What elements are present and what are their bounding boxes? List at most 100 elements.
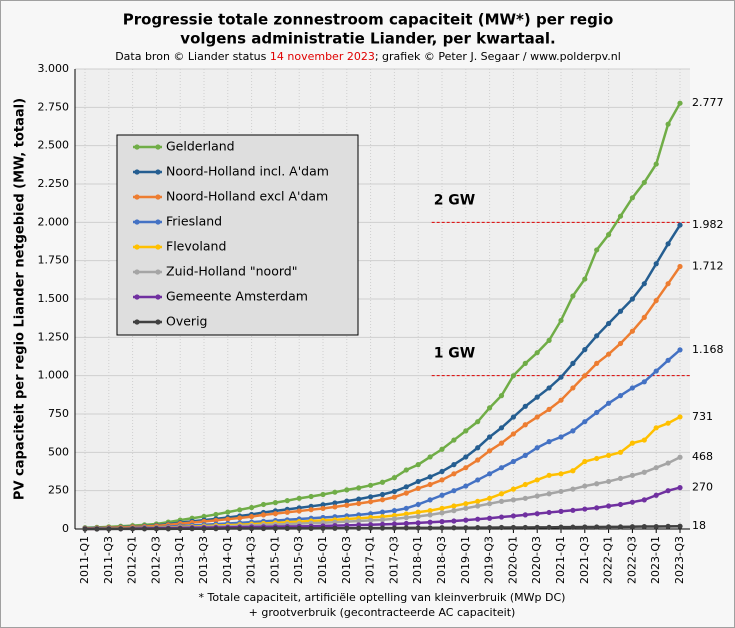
data-point <box>665 488 671 494</box>
footnote: * Totale capaciteit, artificiële optelli… <box>199 591 566 604</box>
data-point <box>653 261 659 267</box>
legend-box <box>116 134 359 336</box>
y-tick-label: 0 <box>62 522 69 535</box>
data-point <box>415 513 421 520</box>
data-point <box>641 179 647 186</box>
data-point <box>272 500 278 506</box>
data-point <box>451 518 457 524</box>
subtitle-date: 14 november 2023 <box>270 50 375 63</box>
data-point <box>641 523 647 530</box>
data-point <box>641 469 647 475</box>
data-point <box>427 512 433 518</box>
data-point <box>617 393 624 399</box>
data-point <box>475 445 481 451</box>
data-point <box>546 385 552 391</box>
data-point <box>451 437 457 443</box>
data-point <box>249 525 255 532</box>
y-tick-label: 2.000 <box>38 215 70 228</box>
x-tick-label: 2013-Q1 <box>173 536 186 584</box>
data-point <box>415 509 421 515</box>
data-point <box>403 525 409 531</box>
y-tick-label: 1.250 <box>38 330 70 343</box>
data-point <box>451 525 457 531</box>
data-point <box>594 481 600 487</box>
data-point <box>463 465 469 471</box>
y-tick-label: 2.750 <box>38 100 70 113</box>
end-label: 1.168 <box>692 343 724 356</box>
data-point <box>379 521 386 528</box>
data-point <box>617 501 624 508</box>
data-point <box>487 471 493 477</box>
end-label: 1.712 <box>692 259 724 272</box>
x-tick-label: 2018-Q3 <box>435 536 448 584</box>
data-point <box>284 498 290 504</box>
y-tick-label: 1.750 <box>38 254 70 267</box>
data-point <box>617 524 624 530</box>
data-point <box>570 507 576 513</box>
data-point <box>379 509 386 515</box>
x-tick-label: 2016-Q1 <box>316 536 329 584</box>
data-point <box>594 455 600 462</box>
data-point <box>403 505 409 511</box>
data-point <box>463 483 469 489</box>
data-point <box>487 501 493 507</box>
y-tick-label: 750 <box>48 407 69 420</box>
x-tick-label: 2011-Q1 <box>78 536 91 584</box>
y-tick-label: 2.250 <box>38 177 70 190</box>
x-tick-label: 2022-Q3 <box>625 536 638 584</box>
data-point <box>653 297 659 304</box>
data-point <box>415 462 421 468</box>
data-point <box>153 526 159 532</box>
data-point <box>498 524 505 531</box>
data-point <box>534 445 540 451</box>
data-point <box>534 524 540 530</box>
data-point <box>475 498 481 504</box>
x-tick-label: 2019-Q3 <box>483 536 496 584</box>
data-point <box>498 514 505 520</box>
data-point <box>451 508 457 514</box>
data-point <box>391 494 397 500</box>
data-point <box>284 509 290 515</box>
data-point <box>510 414 516 420</box>
data-point <box>439 492 445 498</box>
data-point <box>439 510 445 516</box>
legend-swatch-dot <box>155 194 161 200</box>
legend-swatch-dot <box>134 144 140 150</box>
x-tick-label: 2022-Q1 <box>602 536 615 584</box>
data-point <box>510 373 516 379</box>
legend-label: Flevoland <box>166 239 226 254</box>
data-point <box>427 519 433 525</box>
data-point <box>629 499 636 505</box>
data-point <box>546 524 552 530</box>
data-point <box>629 472 636 478</box>
data-point <box>522 524 528 531</box>
y-tick-label: 1.000 <box>38 369 70 382</box>
y-tick-label: 500 <box>48 445 69 458</box>
subtitle: Data bron © Liander status 14 november 2… <box>115 50 621 63</box>
data-point <box>201 526 207 532</box>
legend-swatch-dot <box>134 194 140 200</box>
data-point <box>534 414 540 420</box>
data-point <box>427 525 433 531</box>
data-point <box>570 524 576 530</box>
data-point <box>320 502 326 508</box>
data-point <box>403 520 409 527</box>
data-point <box>427 481 433 488</box>
data-point <box>415 520 421 526</box>
data-point <box>356 518 362 524</box>
data-point <box>415 525 421 531</box>
y-tick-label: 3.000 <box>38 62 70 75</box>
legend-label: Overig <box>166 314 207 329</box>
data-point <box>177 526 183 532</box>
legend-swatch-dot <box>134 294 140 300</box>
legend-label: Noord-Holland incl. A'dam <box>166 164 329 179</box>
end-label: 18 <box>692 519 706 532</box>
data-point <box>379 497 386 503</box>
data-point <box>475 516 481 522</box>
data-point <box>558 397 564 403</box>
data-point <box>296 508 302 514</box>
data-point <box>558 508 564 514</box>
data-point <box>391 516 397 522</box>
legend-label: Zuid-Holland "noord" <box>166 264 297 279</box>
data-point <box>463 505 469 511</box>
